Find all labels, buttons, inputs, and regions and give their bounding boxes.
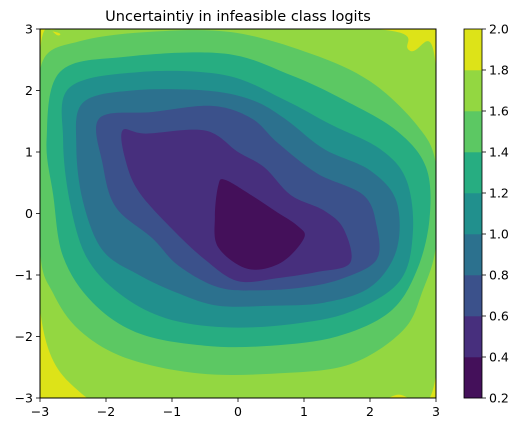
colorbar-tick-label: 1.2 <box>489 186 509 201</box>
colorbar-segment <box>464 234 482 276</box>
y-tick-label: 1 <box>25 145 33 160</box>
colorbar-segment <box>464 152 482 194</box>
y-tick-label: −1 <box>15 268 33 283</box>
y-tick-label: −3 <box>15 391 33 406</box>
colorbar-segment <box>464 111 482 153</box>
x-tick-label: −2 <box>97 404 115 419</box>
colorbar: 0.2 0.4 0.6 0.8 1.0 1.2 1.4 1.6 1.8 2.0 <box>463 22 509 406</box>
contour-band-0.2-0.4 <box>214 179 305 270</box>
chart-title: Uncertaintiy in infeasible class logits <box>105 9 371 25</box>
y-tick-label: 0 <box>25 206 33 221</box>
colorbar-tick-label: 0.6 <box>489 309 509 324</box>
colorbar-segment <box>464 316 482 358</box>
colorbar-tick-label: 1.4 <box>489 145 509 160</box>
colorbar-segment <box>464 193 482 235</box>
colorbar-segment <box>464 70 482 112</box>
colorbar-segment <box>464 275 482 317</box>
colorbar-tick-label: 0.8 <box>489 268 509 283</box>
x-tick-label: 1 <box>300 404 308 419</box>
colorbar-tick-label: 1.0 <box>489 227 509 242</box>
x-tick-label: 3 <box>432 404 440 419</box>
x-tick-label: −1 <box>163 404 181 419</box>
colorbar-segment <box>464 29 482 71</box>
colorbar-tick-label: 2.0 <box>489 22 509 37</box>
x-tick-label: 0 <box>234 404 242 419</box>
colorbar-segment <box>464 357 482 399</box>
colorbar-tick-label: 1.6 <box>489 104 509 119</box>
colorbar-tick-label: 0.2 <box>489 391 509 406</box>
x-tick-label: 2 <box>366 404 374 419</box>
colorbar-tick-label: 1.8 <box>489 63 509 78</box>
y-tick-label: 2 <box>25 83 33 98</box>
y-tick-label: −2 <box>15 329 33 344</box>
contour-regions <box>40 29 436 398</box>
colorbar-tick-label: 0.4 <box>489 350 509 365</box>
colorbar-frame <box>463 28 483 399</box>
y-tick-label: 3 <box>25 22 33 37</box>
x-tick-label: −3 <box>31 404 49 419</box>
y-axis: −3 −2 −1 0 1 2 3 <box>15 22 40 406</box>
x-axis: −3 −2 −1 0 1 2 3 <box>31 398 440 419</box>
